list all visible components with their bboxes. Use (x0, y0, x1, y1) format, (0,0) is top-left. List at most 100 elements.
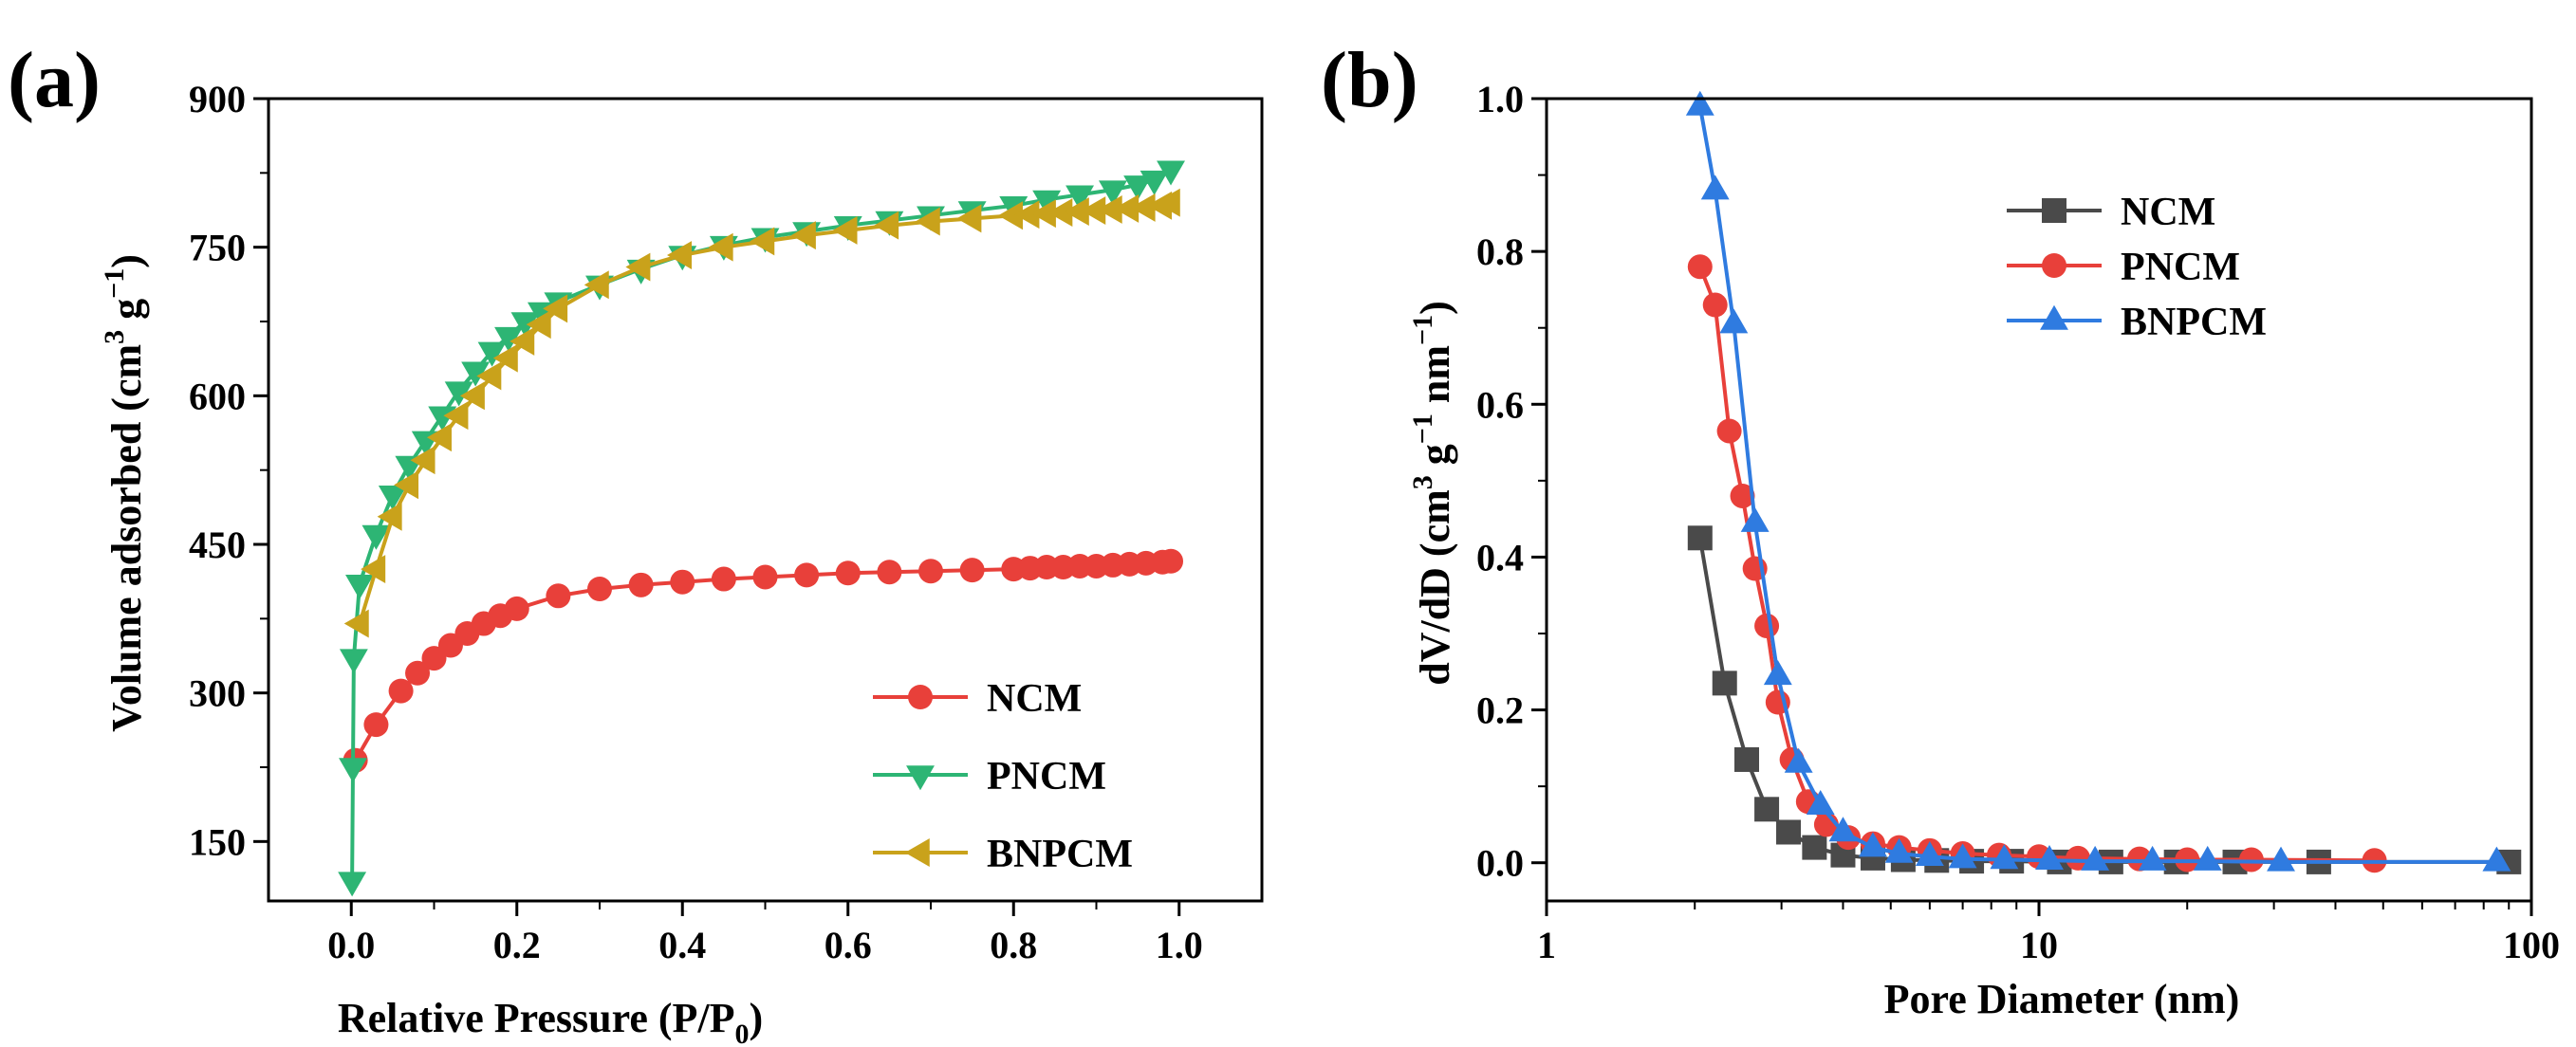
panel-a-series-ncm (343, 548, 1184, 773)
panel-a-point-bnpcm (956, 204, 982, 233)
panel-b-y-tick-label: 1.0 (1476, 78, 1524, 120)
panel-b-legend-item-bnpcm: BNPCM (2007, 301, 2267, 344)
panel-b-y-tick-label: 0.0 (1476, 842, 1524, 885)
panel-b-series-pncm (1687, 254, 2387, 873)
panel-b-y-tick-label: 0.6 (1476, 383, 1524, 426)
panel-a-point-pncm (494, 326, 523, 352)
panel-a-point-pncm (1066, 185, 1094, 211)
panel-b-point-bnpcm (2035, 845, 2064, 871)
panel-a-ticks: 0.0 0.2 0.4 0.6 0.8 1.0 150 300 450 600 750 900 (189, 78, 1203, 966)
panel-b-ticks: 1 10 100 0.0 0.2 0.4 0.6 0.8 1.0 (1476, 78, 2560, 966)
panel-a-x-tick-label: 0.0 (327, 924, 375, 966)
panel-a-point-ncm (752, 564, 778, 590)
panel-b-point-bnpcm (2267, 846, 2295, 872)
panel-b-point-ncm (1687, 525, 1713, 551)
panel-b-y-tick-label: 0.8 (1476, 230, 1524, 273)
panel-a-point-bnpcm (584, 270, 609, 300)
panel-a-x-tick-label: 0.4 (658, 924, 706, 966)
panel-a-point-ncm (421, 646, 447, 671)
panel-b-point-pncm (2238, 847, 2264, 872)
panel-a-point-bnpcm (1047, 198, 1073, 228)
panel-b-x-tick-label: 10 (2020, 924, 2058, 966)
panel-a-point-pncm (339, 758, 367, 783)
panel-a-legend-item-bnpcm: BNPCM (873, 833, 1133, 876)
panel-b-point-bnpcm (1806, 790, 1835, 816)
panel-a-point-bnpcm (1030, 199, 1056, 229)
panel-a-point-ncm (546, 583, 571, 609)
panel-a-x-tick-label: 0.2 (493, 924, 541, 966)
panel-b-point-ncm (1776, 819, 1802, 845)
panel-a-point-bnpcm (832, 215, 858, 245)
panel-a-point-pncm (1099, 180, 1127, 206)
panel-a-series (338, 160, 1185, 897)
panel-a-point-pncm (339, 649, 368, 674)
panel-b-x-tick-label: 100 (2503, 924, 2560, 966)
panel-a-point-bnpcm (915, 207, 940, 236)
panel-a-point-ncm (794, 562, 820, 588)
panel-b-label: (b) (1321, 36, 1418, 124)
panel-b-point-pncm (1730, 483, 1755, 508)
panel-a-point-ncm (628, 572, 654, 597)
panel-b-point-bnpcm (1700, 174, 1730, 200)
panel-a-point-bnpcm (443, 401, 469, 431)
panel-a-point-pncm (444, 381, 473, 407)
panel-a-point-bnpcm (377, 502, 402, 531)
panel-b-legend-marker (2042, 253, 2066, 278)
panel-a-point-pncm (345, 575, 374, 600)
panel-b-point-ncm (1754, 797, 1780, 822)
panel-b-legend-label: NCM (2121, 191, 2215, 234)
panel-a-series-bnpcm (343, 188, 1180, 638)
panel-b-point-pncm (2066, 845, 2091, 871)
panel-a-point-bnpcm (1130, 193, 1156, 222)
panel-b-y-axis-title: dV/dD (cm3 g−1 nm−1) (1407, 301, 1458, 686)
panel-b-y-tick-label: 0.4 (1476, 536, 1524, 579)
panel-a-point-bnpcm (394, 470, 419, 500)
panel-b-y-tick-label: 0.2 (1476, 689, 1524, 732)
panel-a-adsorption-isotherm: (a) Relative Pressure (P/P0) Volume adso… (8, 36, 1264, 1047)
panel-b-legend-label: PNCM (2121, 246, 2240, 289)
panel-a-x-tick-label: 1.0 (1156, 924, 1203, 966)
panel-b-point-bnpcm (1948, 843, 1977, 869)
panel-a-point-bnpcm (426, 423, 452, 452)
panel-b-point-bnpcm (1859, 832, 1887, 857)
panel-a-point-ncm (363, 712, 389, 738)
panel-a-point-bnpcm (1155, 188, 1180, 217)
panel-a-plot-frame (267, 97, 1264, 903)
panel-a-point-bnpcm (874, 211, 899, 240)
panel-b-legend: NCM PNCM BNPCM (2007, 191, 2267, 344)
panel-a-point-bnpcm (667, 241, 692, 269)
panel-a-point-ncm (587, 577, 612, 601)
panel-a-point-bnpcm (410, 446, 436, 475)
panel-b-point-bnpcm (1915, 841, 1944, 867)
panel-b-legend-item-pncm: PNCM (2007, 246, 2240, 289)
panel-a-point-ncm (835, 560, 861, 586)
panel-a-point-bnpcm (543, 294, 568, 323)
panel-b-legend-marker (2040, 304, 2068, 330)
panel-a-y-tick-label: 450 (189, 524, 246, 566)
panel-b-point-ncm (1733, 746, 1759, 772)
panel-a-point-bnpcm (476, 361, 502, 391)
panel-b-point-ncm (1712, 670, 1737, 696)
panel-a-point-bnpcm (459, 381, 485, 411)
panel-a-point-ncm (388, 678, 414, 704)
panel-a-legend-marker (904, 838, 930, 867)
panel-a-x-tick-label: 0.8 (990, 924, 1037, 966)
panel-b-legend-marker (2042, 198, 2066, 223)
panel-a-point-bnpcm (1014, 200, 1040, 230)
panel-a-y-tick-label: 750 (189, 227, 246, 269)
panel-a-point-pncm (510, 312, 540, 338)
panel-a-point-ncm (877, 560, 902, 585)
panel-b-point-bnpcm (1990, 844, 2019, 870)
panel-a-legend: NCM PNCM BNPCM (873, 677, 1133, 876)
panel-a-point-pncm (461, 361, 491, 387)
panel-a-y-tick-label: 150 (189, 820, 246, 863)
panel-b-series (1685, 90, 2522, 874)
panel-a-point-bnpcm (708, 232, 733, 262)
panel-a-point-bnpcm (998, 201, 1023, 230)
panel-a-point-pncm (361, 524, 391, 550)
panel-a-point-ncm (405, 660, 431, 686)
panel-b-legend-item-ncm: NCM (2007, 191, 2215, 234)
panel-a-point-pncm (1140, 170, 1169, 195)
panel-a-point-pncm (477, 341, 507, 367)
